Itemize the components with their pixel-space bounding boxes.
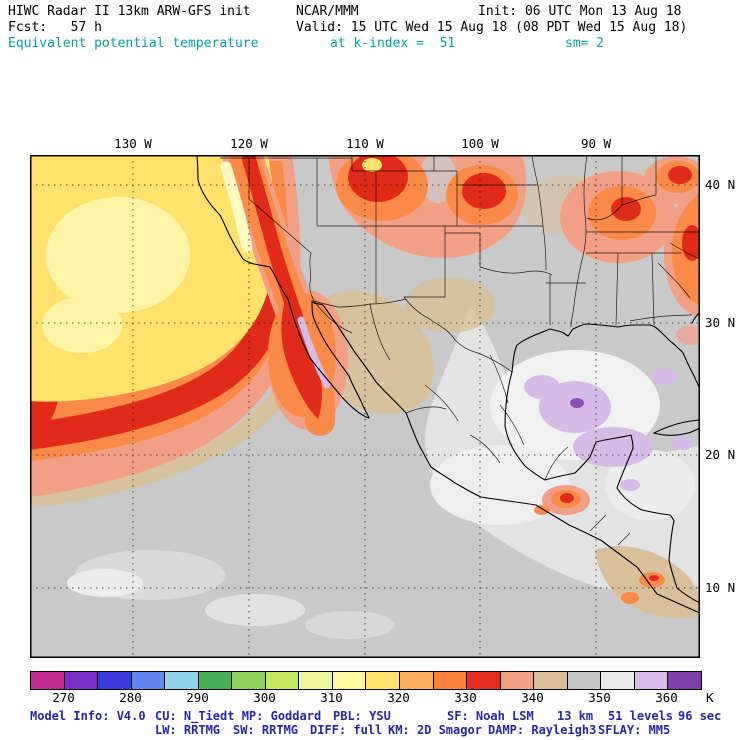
theta-e-field-fill bbox=[30, 155, 700, 658]
colorbar-cell bbox=[232, 672, 266, 689]
lon-label-90w: 90 W bbox=[580, 136, 612, 151]
weather-map-figure bbox=[30, 155, 700, 658]
lat-label-40n: 40 N bbox=[705, 177, 736, 192]
colorbar-cell bbox=[165, 672, 199, 689]
lat-label-30n: 30 N bbox=[705, 315, 736, 330]
colorbar-cell bbox=[299, 672, 333, 689]
valid-time: Valid: 15 UTC Wed 15 Aug 18 (08 PDT Wed … bbox=[296, 20, 688, 35]
colorbar-cell bbox=[366, 672, 401, 689]
colorbar-cell bbox=[567, 672, 602, 689]
init-time: Init: 06 UTC Mon 13 Aug 18 bbox=[478, 4, 682, 19]
timestep: 96 sec bbox=[678, 709, 722, 723]
colorbar-cell bbox=[31, 672, 65, 689]
coastlines bbox=[196, 155, 700, 614]
colorbar-tick-label: 330 bbox=[454, 690, 477, 705]
colorbar-cell bbox=[400, 672, 434, 689]
longwave-scheme: LW: RRTMG bbox=[155, 723, 221, 737]
model-title: HIWC Radar II 13km ARW-GFS init bbox=[8, 4, 251, 19]
lat-label-20n: 20 N bbox=[705, 447, 736, 462]
surface-layer-option: SFLAY: MM5 bbox=[598, 723, 671, 737]
model-info-version: Model Info: V4.0 bbox=[30, 709, 146, 723]
colorbar-cells bbox=[31, 672, 701, 689]
colorbar-tick-label: 270 bbox=[52, 690, 75, 705]
colorbar bbox=[30, 671, 702, 690]
colorbar-cell bbox=[98, 672, 132, 689]
smoothing-label: sm= 2 bbox=[565, 36, 605, 51]
colorbar-tick-label: 310 bbox=[320, 690, 343, 705]
shortwave-scheme: SW: RRTMG bbox=[233, 723, 299, 737]
state-borders bbox=[220, 155, 700, 546]
lon-label-130w: 130 W bbox=[114, 136, 152, 151]
pbl-scheme: PBL: YSU bbox=[333, 709, 391, 723]
colorbar-cell bbox=[634, 672, 669, 689]
colorbar-cell bbox=[601, 672, 635, 689]
km-option: KM: 2D Smagor bbox=[388, 723, 482, 737]
surface-scheme: SF: Noah LSM bbox=[447, 709, 534, 723]
lon-label-100w: 100 W bbox=[461, 136, 499, 151]
colorbar-tick-label: 360 bbox=[655, 690, 678, 705]
grid-spacing: 13 km bbox=[557, 709, 594, 723]
lat-label-10n: 10 N bbox=[705, 580, 736, 595]
colorbar-cell bbox=[433, 672, 468, 689]
level-label: at k-index = 51 bbox=[330, 36, 456, 51]
colorbar-unit: K bbox=[706, 690, 714, 705]
cumulus-microphysics: CU: N_Tiedt MP: Goddard bbox=[155, 709, 322, 723]
colorbar-cell bbox=[332, 672, 367, 689]
colorbar-cell bbox=[131, 672, 166, 689]
colorbar-cell bbox=[265, 672, 300, 689]
org-label: NCAR/MMM bbox=[296, 4, 359, 19]
colorbar-tick-label: 280 bbox=[119, 690, 142, 705]
colorbar-tick-label: 290 bbox=[186, 690, 209, 705]
map-frame bbox=[30, 155, 700, 658]
gridlines bbox=[30, 155, 700, 658]
colorbar-cell bbox=[500, 672, 535, 689]
colorbar-cell bbox=[467, 672, 501, 689]
colorbar-tick-label: 320 bbox=[387, 690, 410, 705]
colorbar-cell bbox=[198, 672, 233, 689]
colorbar-cell bbox=[64, 672, 99, 689]
colorbar-tick-label: 340 bbox=[521, 690, 544, 705]
colorbar-cell bbox=[668, 672, 701, 689]
field-name: Equivalent potential temperature bbox=[8, 36, 259, 51]
colorbar-tick-label: 300 bbox=[253, 690, 276, 705]
lon-label-110w: 110 W bbox=[346, 136, 384, 151]
damping-option: DAMP: Rayleigh3 bbox=[488, 723, 597, 737]
vertical-levels: 51 levels bbox=[608, 709, 674, 723]
colorbar-tick-label: 350 bbox=[588, 690, 611, 705]
forecast-hour: Fcst: 57 h bbox=[8, 20, 102, 35]
diffusion-option: DIFF: full bbox=[310, 723, 383, 737]
lon-label-120w: 120 W bbox=[230, 136, 268, 151]
colorbar-cell bbox=[534, 672, 568, 689]
